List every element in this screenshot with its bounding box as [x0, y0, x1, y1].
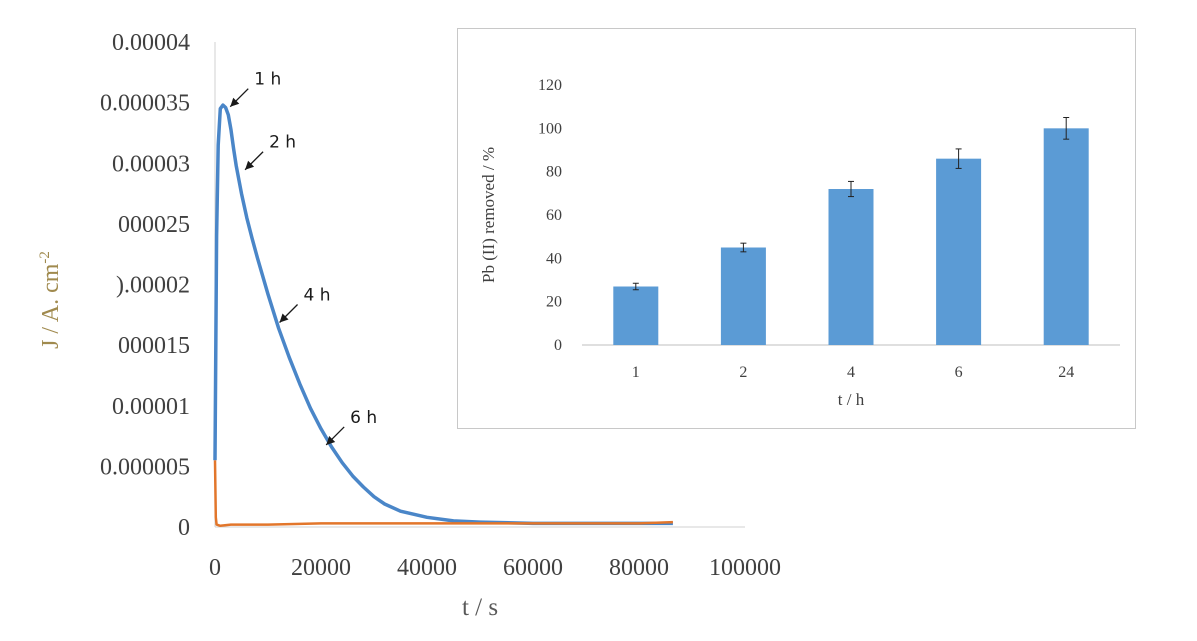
annotation-label: 2 h — [269, 133, 296, 153]
annotation-label: 1 h — [254, 70, 281, 90]
inset-x-axis-title: t / h — [838, 390, 865, 409]
inset-x-tick-label: 4 — [847, 364, 855, 381]
y-axis-title: J / A. cm-2 — [37, 251, 64, 349]
inset-x-tick-label: 2 — [739, 364, 747, 381]
x-tick-label: 20000 — [291, 555, 351, 581]
y-tick-label: 0.000035 — [100, 91, 190, 117]
x-tick-label: 100000 — [709, 555, 781, 581]
y-axis-title-superscript: -2 — [37, 251, 53, 264]
y-tick-label: 0.00001 — [112, 394, 190, 420]
inset-y-tick-label: 0 — [554, 337, 562, 354]
inset-y-tick-label: 20 — [546, 294, 562, 311]
x-tick-label: 40000 — [397, 555, 457, 581]
series-line-2 — [213, 460, 673, 528]
inset-y-tick-label: 120 — [538, 77, 562, 94]
y-tick-label: 0.00004 — [112, 30, 190, 56]
inset-bar — [613, 286, 659, 345]
y-tick-label: 000015 — [118, 333, 190, 359]
annotation-arrowhead — [230, 97, 240, 107]
inset-y-axis-title: Pb (II) removed / % — [479, 147, 498, 283]
annotation-arrowhead — [279, 313, 289, 323]
inset-bar — [936, 158, 982, 345]
x-tick-label: 60000 — [503, 555, 563, 581]
inset-y-tick-label: 100 — [538, 120, 562, 137]
x-tick-label: 80000 — [609, 555, 669, 581]
y-tick-label: 0.000005 — [100, 454, 190, 480]
main-plot: 0 0.000005 0.00001 000015 ).00002 000025 0.000… — [37, 30, 781, 621]
annotation-arrowhead — [245, 160, 255, 170]
series-line-1 — [213, 103, 673, 526]
inset-x-tick-label: 1 — [632, 364, 640, 381]
y-tick-label: ).00002 — [116, 273, 190, 299]
inset-y-tick-label: 60 — [546, 207, 562, 224]
y-tick-label: 0 — [178, 515, 190, 541]
x-tick-label: 0 — [209, 555, 221, 581]
y-tick-label: 0.00003 — [112, 151, 190, 177]
inset-bar — [720, 247, 766, 345]
inset-bar — [828, 189, 874, 345]
inset-x-tick-label: 6 — [955, 364, 963, 381]
annotation-label: 6 h — [350, 408, 377, 428]
x-axis-title: t / s — [462, 594, 498, 621]
inset-x-tick-label: 24 — [1058, 364, 1074, 381]
annotation-arrowhead — [326, 435, 336, 445]
inset-y-tick-label: 40 — [546, 250, 562, 267]
inset-bar — [1043, 128, 1089, 345]
inset-y-tick-label: 80 — [546, 164, 562, 181]
y-tick-label: 000025 — [118, 212, 190, 238]
annotation-label: 4 h — [304, 286, 331, 306]
inset-frame — [457, 28, 1136, 429]
